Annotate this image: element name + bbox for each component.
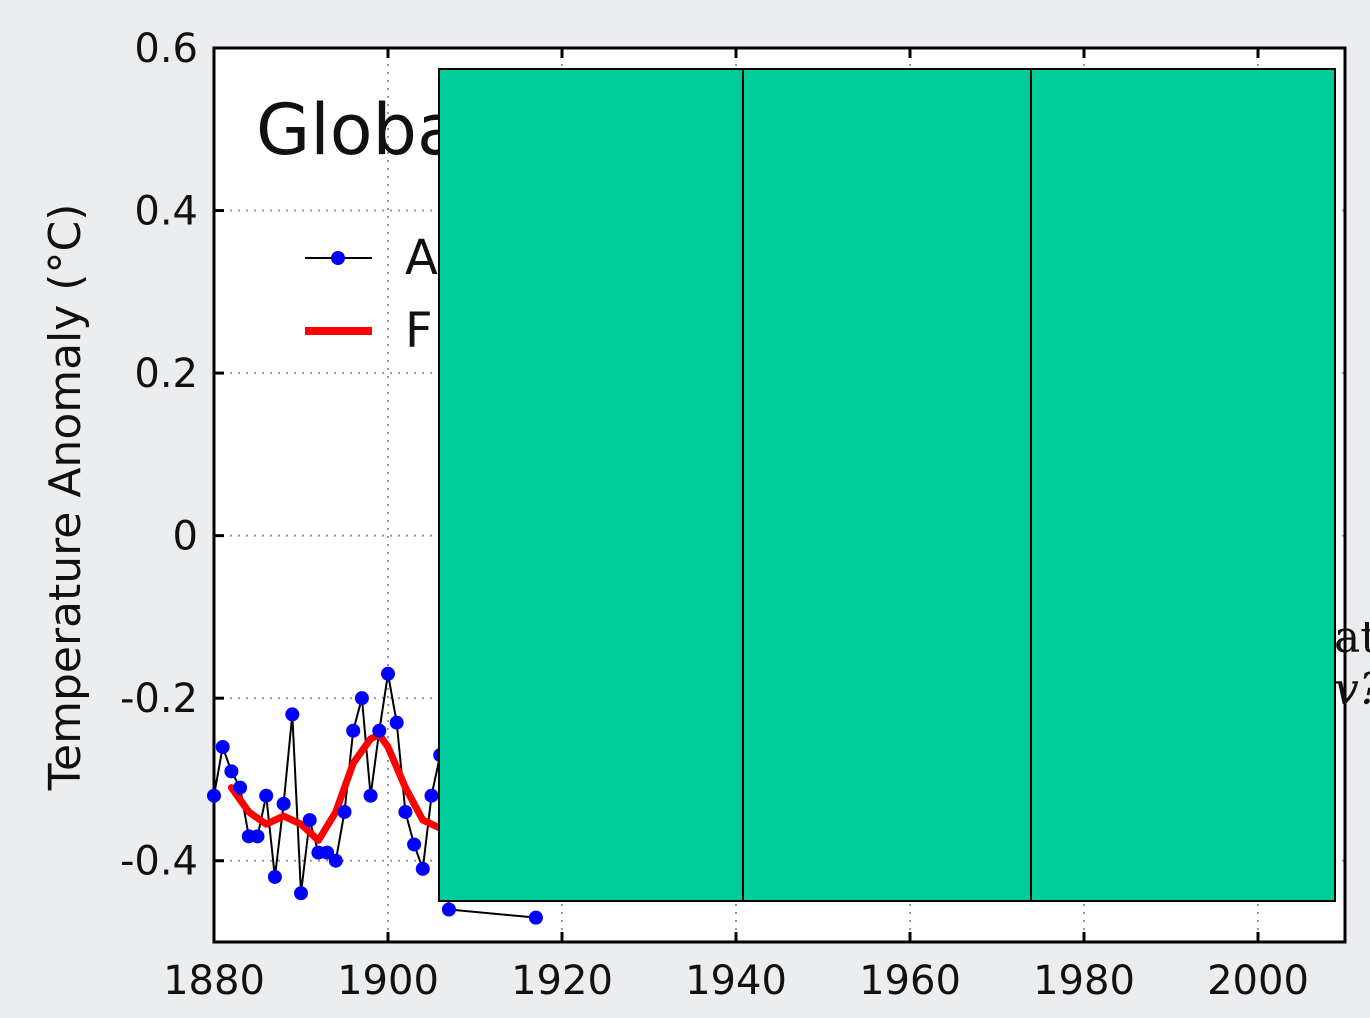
data-point <box>294 886 308 901</box>
data-point <box>337 804 352 819</box>
legend-marker-annual <box>331 251 345 265</box>
data-point <box>267 869 282 884</box>
x-tick-label: 1900 <box>337 958 439 1004</box>
data-point <box>302 813 317 828</box>
data-point <box>372 723 387 738</box>
axes <box>212 46 1347 944</box>
data-point <box>424 788 439 803</box>
x-tick-label: 1940 <box>685 958 787 1004</box>
legend: AF <box>305 230 438 359</box>
y-tick-label: 0 <box>173 514 198 560</box>
smoothed-series-line <box>227 731 444 844</box>
data-point <box>407 837 422 852</box>
data-point <box>276 796 291 811</box>
data-point <box>398 804 413 819</box>
data-point <box>215 739 230 754</box>
y-tick-label: -0.4 <box>120 839 198 885</box>
data-point <box>224 764 239 779</box>
legend-label-smooth: F <box>405 303 433 359</box>
x-tick-label: 2000 <box>1207 958 1309 1004</box>
overlay-block <box>438 68 1336 902</box>
partial-text-1: at <box>1334 612 1370 663</box>
data-point <box>346 723 361 738</box>
y-axis-label: Temperature Anomaly (°C) <box>40 204 91 792</box>
data-point <box>389 715 404 730</box>
plot-frame <box>212 46 1347 944</box>
x-tick-label: 1960 <box>859 958 961 1004</box>
data-point <box>363 788 378 803</box>
data-series <box>207 666 543 925</box>
tick-labels: 1880 1900 1920 1940 1960 1980 2000 0.6 0.4 0.2 0 -0… <box>120 26 1309 1004</box>
data-point <box>441 902 456 917</box>
data-point <box>328 853 343 868</box>
y-tick-label: -0.2 <box>120 676 198 722</box>
data-point <box>528 910 543 925</box>
data-point <box>233 780 248 795</box>
data-point <box>285 707 300 722</box>
data-point <box>354 691 369 706</box>
x-tick-label: 1880 <box>163 958 265 1004</box>
data-point <box>250 829 265 844</box>
legend-label-annual: A <box>405 230 438 286</box>
y-tick-label: 0.6 <box>134 26 198 72</box>
data-point <box>381 666 395 681</box>
x-tick-label: 1920 <box>511 958 613 1004</box>
data-point <box>259 788 274 803</box>
chart-title: Globa <box>256 89 460 171</box>
y-tick-label: 0.2 <box>134 351 198 397</box>
data-point <box>415 861 430 876</box>
y-tick-label: 0.4 <box>134 189 198 235</box>
overlay-rect <box>438 68 1336 902</box>
partial-text-2: v? <box>1334 664 1370 715</box>
data-point <box>207 788 221 803</box>
x-tick-label: 1980 <box>1033 958 1135 1004</box>
